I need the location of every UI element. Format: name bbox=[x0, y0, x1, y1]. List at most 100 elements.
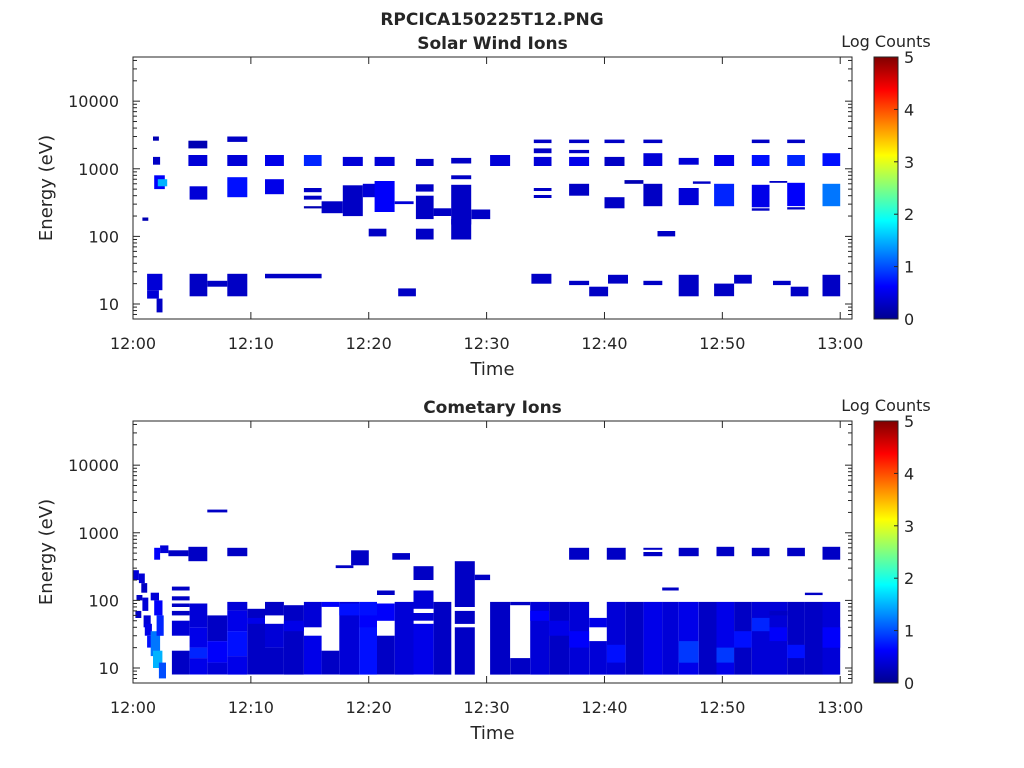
heatmap-cell bbox=[533, 148, 552, 154]
x-axis-label: Time bbox=[469, 359, 514, 380]
colorbar-tick-label: 5 bbox=[904, 48, 914, 67]
y-axis-label: Energy (eV) bbox=[36, 135, 57, 241]
colorbar-tick-label: 3 bbox=[904, 153, 914, 172]
heatmap-cell bbox=[142, 217, 149, 221]
heatmap-cell bbox=[643, 280, 663, 286]
heatmap-cell bbox=[135, 610, 142, 618]
heatmap-cell bbox=[533, 188, 552, 191]
heatmap-cell bbox=[822, 153, 841, 166]
heatmap-cell bbox=[804, 601, 823, 675]
heatmap-cell bbox=[303, 188, 322, 193]
heatmap-cell bbox=[451, 157, 472, 164]
heatmap-cell bbox=[207, 280, 228, 287]
heatmap-cell bbox=[804, 592, 823, 596]
heatmap-cell bbox=[569, 547, 590, 560]
heatmap-cell bbox=[153, 156, 161, 165]
figure-title: RPCICA150225T12.PNG bbox=[380, 10, 603, 30]
heatmap-cell bbox=[662, 601, 679, 675]
heatmap-cell bbox=[533, 156, 552, 166]
heatmap-cell bbox=[368, 228, 387, 237]
heatmap-cell bbox=[265, 179, 284, 195]
heatmap-cell bbox=[678, 157, 699, 165]
heatmap-cell bbox=[158, 662, 166, 679]
heatmap-cell bbox=[787, 155, 805, 166]
heatmap-cell bbox=[227, 610, 248, 632]
heatmap-cell bbox=[171, 610, 190, 616]
heatmap-cell bbox=[321, 650, 340, 675]
heatmap-cell bbox=[474, 574, 491, 581]
heatmap-cell bbox=[433, 601, 452, 675]
heatmap-cell bbox=[415, 195, 434, 220]
heatmap-cell bbox=[377, 603, 395, 621]
heatmap-cell bbox=[150, 592, 159, 601]
colorbar-tick-label: 2 bbox=[904, 205, 914, 224]
x-tick-label: 12:40 bbox=[581, 334, 627, 353]
heatmap-cell bbox=[451, 184, 472, 225]
heatmap-cell bbox=[171, 586, 190, 591]
heatmap-cell bbox=[657, 231, 676, 237]
heatmap-cell bbox=[569, 139, 590, 144]
y-tick-label: 100 bbox=[88, 227, 119, 246]
heatmap-cell bbox=[751, 547, 770, 557]
heatmap-cell bbox=[643, 547, 663, 550]
heatmap-cell bbox=[751, 155, 770, 166]
heatmap-cell bbox=[510, 658, 531, 675]
y-tick-label: 10 bbox=[99, 659, 119, 678]
heatmap-cell bbox=[698, 601, 717, 675]
heatmap-cells bbox=[142, 136, 841, 313]
heatmap-cell bbox=[303, 601, 322, 628]
x-tick-label: 12:50 bbox=[699, 698, 745, 717]
heatmap-cell bbox=[189, 658, 208, 675]
heatmap-cell bbox=[678, 188, 699, 206]
heatmap-cell bbox=[624, 180, 644, 184]
heatmap-cell bbox=[490, 601, 511, 675]
heatmap-cell bbox=[454, 627, 475, 675]
heatmap-cell bbox=[415, 158, 434, 166]
heatmap-cell bbox=[188, 546, 208, 562]
heatmap-cell bbox=[714, 155, 735, 166]
heatmap-cell bbox=[569, 183, 590, 196]
heatmap-cell bbox=[394, 601, 414, 675]
heatmap-cell bbox=[751, 139, 770, 144]
heatmap-cell bbox=[227, 136, 248, 142]
heatmap-cell bbox=[359, 615, 377, 628]
colorbar-tick-label: 2 bbox=[904, 569, 914, 588]
heatmap-cell bbox=[716, 601, 735, 675]
heatmap-cell bbox=[413, 590, 434, 609]
heatmap-cell bbox=[160, 545, 169, 554]
heatmap-cell bbox=[569, 631, 590, 648]
heatmap-cell bbox=[147, 273, 163, 291]
x-tick-label: 12:10 bbox=[228, 334, 274, 353]
heatmap-cell bbox=[822, 546, 841, 560]
heatmap-cell bbox=[207, 509, 228, 513]
heatmap-cell bbox=[150, 631, 161, 657]
heatmap-cell bbox=[678, 601, 699, 675]
heatmap-cell bbox=[154, 547, 161, 560]
heatmap-cell bbox=[303, 155, 322, 166]
heatmap-cell bbox=[714, 183, 735, 207]
heatmap-cell bbox=[678, 641, 699, 663]
heatmap-cell bbox=[227, 547, 248, 557]
heatmap-cell bbox=[751, 208, 770, 211]
x-tick-label: 13:00 bbox=[817, 698, 863, 717]
heatmap-cell bbox=[189, 647, 208, 659]
heatmap-cell bbox=[398, 288, 416, 297]
heatmap-cell bbox=[171, 596, 190, 601]
heatmap-cell bbox=[773, 280, 791, 286]
heatmap-cell bbox=[303, 206, 322, 209]
heatmap-cell bbox=[321, 601, 340, 607]
heatmap-cells bbox=[133, 509, 841, 679]
heatmap-cell bbox=[156, 615, 164, 636]
y-tick-label: 100 bbox=[88, 591, 119, 610]
heatmap-cell bbox=[716, 647, 735, 663]
heatmap-cell bbox=[156, 298, 163, 313]
heatmap-cell bbox=[335, 565, 354, 569]
heatmap-cell bbox=[171, 603, 190, 607]
colorbar-label: Log Counts bbox=[841, 396, 931, 415]
heatmap-cell bbox=[374, 156, 395, 166]
heatmap-cell bbox=[374, 181, 395, 212]
heatmap-cell bbox=[643, 183, 663, 207]
heatmap-cell bbox=[589, 617, 607, 628]
